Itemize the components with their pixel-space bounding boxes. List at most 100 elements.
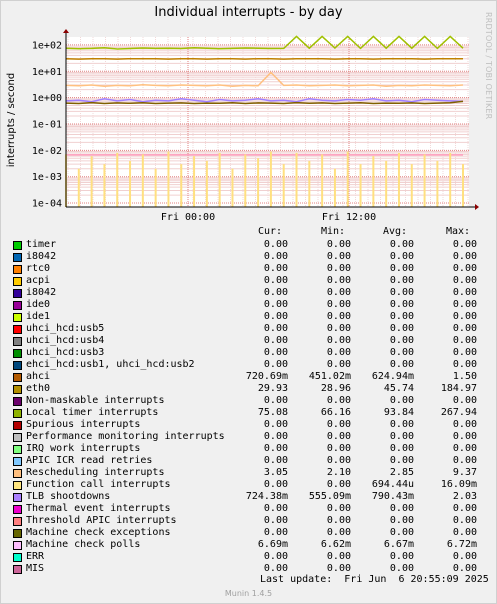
legend-value-max: 0.00 <box>452 299 477 310</box>
y-tick-label: 1e+02 <box>32 40 62 51</box>
legend-value-cur: 0.00 <box>263 311 288 322</box>
legend-series-name: Thermal event interrupts <box>26 503 171 514</box>
legend-header-min: Min: <box>321 226 346 237</box>
legend-series-name: ERR <box>26 551 45 562</box>
legend-row: APIC ICR read retries 0.00 0.00 0.00 0.00 <box>0 455 497 467</box>
legend-swatch <box>13 529 22 538</box>
legend-value-min: 0.00 <box>326 515 351 526</box>
legend-value-min: 0.00 <box>326 503 351 514</box>
legend-value-min: 451.02m <box>308 371 351 382</box>
legend-value-min: 6.62m <box>320 539 351 550</box>
legend-row: MIS 0.00 0.00 0.00 0.00 <box>0 563 497 575</box>
legend-value-avg: 0.00 <box>389 251 414 262</box>
legend-value-cur: 0.00 <box>263 251 288 262</box>
axis-layer: 1e+02 1e+01 1e+00 1e-01 1e-02 1e-03 1e-04 Fri 0… <box>32 29 479 223</box>
legend-value-min: 0.00 <box>326 347 351 358</box>
legend-swatch <box>13 553 22 562</box>
legend-swatch <box>13 565 22 574</box>
legend-row: Non-maskable interrupts 0.00 0.00 0.00 0.00 <box>0 395 497 407</box>
legend-value-cur: 0.00 <box>263 527 288 538</box>
legend-value-max: 6.72m <box>446 539 477 550</box>
y-axis-label: interrupts / second <box>6 73 17 167</box>
legend-swatch <box>13 373 22 382</box>
legend-value-max: 0.00 <box>452 503 477 514</box>
legend-swatch <box>13 325 22 334</box>
legend-value-max: 184.97 <box>440 383 477 394</box>
legend-value-min: 0.00 <box>326 311 351 322</box>
legend-swatch <box>13 517 22 526</box>
legend-swatch <box>13 457 22 466</box>
legend-row: ide1 0.00 0.00 0.00 0.00 <box>0 311 497 323</box>
legend-series-name: TLB shootdowns <box>26 491 111 502</box>
legend-row: Rescheduling interrupts 3.05 2.10 2.85 9.37 <box>0 467 497 479</box>
legend-value-max: 0.00 <box>452 323 477 334</box>
legend-value-cur: 0.00 <box>263 563 288 574</box>
legend-value-min: 0.00 <box>326 323 351 334</box>
legend-value-max: 0.00 <box>452 251 477 262</box>
legend-series-name: eth0 <box>26 383 51 394</box>
legend-value-avg: 0.00 <box>389 347 414 358</box>
legend-value-min: 0.00 <box>326 563 351 574</box>
chart-plot: 1e+02 1e+01 1e+00 1e-01 1e-02 1e-03 1e-04 Fri 0… <box>6 29 479 223</box>
y-tick-label: 1e-03 <box>32 172 62 183</box>
legend-row: ide0 0.00 0.00 0.00 0.00 <box>0 299 497 311</box>
series-line <box>65 98 464 103</box>
legend-swatch <box>13 505 22 514</box>
legend-row: Local timer interrupts 75.08 66.16 93.84 267… <box>0 407 497 419</box>
legend-value-cur: 0.00 <box>263 515 288 526</box>
legend-value-min: 0.00 <box>326 359 351 370</box>
legend-value-max: 0.00 <box>452 239 477 250</box>
legend-value-cur: 0.00 <box>263 359 288 370</box>
legend-row: ehci_hcd:usb1, uhci_hcd:usb2 0.00 0.00 0.00… <box>0 359 497 371</box>
legend-series-name: Local timer interrupts <box>26 407 159 418</box>
legend-series-name: ide1 <box>26 311 51 322</box>
legend-value-cur: 0.00 <box>263 479 288 490</box>
legend-value-avg: 624.94m <box>371 371 414 382</box>
legend-value-max: 0.00 <box>452 359 477 370</box>
legend-value-cur: 3.05 <box>263 467 288 478</box>
legend-swatch <box>13 313 22 322</box>
legend-value-min: 66.16 <box>320 407 351 418</box>
legend-series-name: Machine check exceptions <box>26 527 171 538</box>
munin-version: Munin 1.4.5 <box>224 589 273 598</box>
legend-row: uhci_hcd:usb5 0.00 0.00 0.00 0.00 <box>0 323 497 335</box>
legend-value-avg: 0.00 <box>389 419 414 430</box>
legend-value-max: 0.00 <box>452 311 477 322</box>
legend-value-cur: 6.69m <box>257 539 288 550</box>
legend-swatch <box>13 469 22 478</box>
y-tick-label: 1e-02 <box>32 146 62 157</box>
legend-value-min: 0.00 <box>326 251 351 262</box>
legend-swatch <box>13 385 22 394</box>
chart-title: Individual interrupts - by day <box>154 5 343 20</box>
legend-row: timer 0.00 0.00 0.00 0.00 <box>0 239 497 251</box>
legend-value-cur: 0.00 <box>263 455 288 466</box>
legend-value-avg: 6.67m <box>383 539 414 550</box>
series-line <box>65 35 464 50</box>
legend-value-avg: 0.00 <box>389 503 414 514</box>
legend-series-name: acpi <box>26 275 51 286</box>
legend-row: rtc0 0.00 0.00 0.00 0.00 <box>0 263 497 275</box>
legend-value-avg: 694.44u <box>371 479 414 490</box>
legend-swatch <box>13 481 22 490</box>
legend-value-avg: 0.00 <box>389 443 414 454</box>
legend-row: IRQ work interrupts 0.00 0.00 0.00 0.00 <box>0 443 497 455</box>
legend-value-cur: 0.00 <box>263 347 288 358</box>
series-line <box>65 100 464 105</box>
legend-value-cur: 0.00 <box>263 395 288 406</box>
legend-series-name: uhci_hcd:usb4 <box>26 335 105 346</box>
legend-value-avg: 93.84 <box>383 407 414 418</box>
legend-value-avg: 2.85 <box>389 467 414 478</box>
legend-value-avg: 0.00 <box>389 239 414 250</box>
legend-series-name: ehci_hcd:usb1, uhci_hcd:usb2 <box>26 359 195 370</box>
legend-swatch <box>13 409 22 418</box>
legend-value-avg: 0.00 <box>389 275 414 286</box>
legend-value-cur: 0.00 <box>263 551 288 562</box>
legend-value-max: 0.00 <box>452 527 477 538</box>
legend-value-min: 0.00 <box>326 455 351 466</box>
legend-value-max: 0.00 <box>452 263 477 274</box>
legend-swatch <box>13 289 22 298</box>
legend-value-max: 0.00 <box>452 335 477 346</box>
legend-swatch <box>13 277 22 286</box>
legend-series-name: Performance monitoring interrupts <box>26 431 225 442</box>
legend-value-min: 28.96 <box>320 383 351 394</box>
